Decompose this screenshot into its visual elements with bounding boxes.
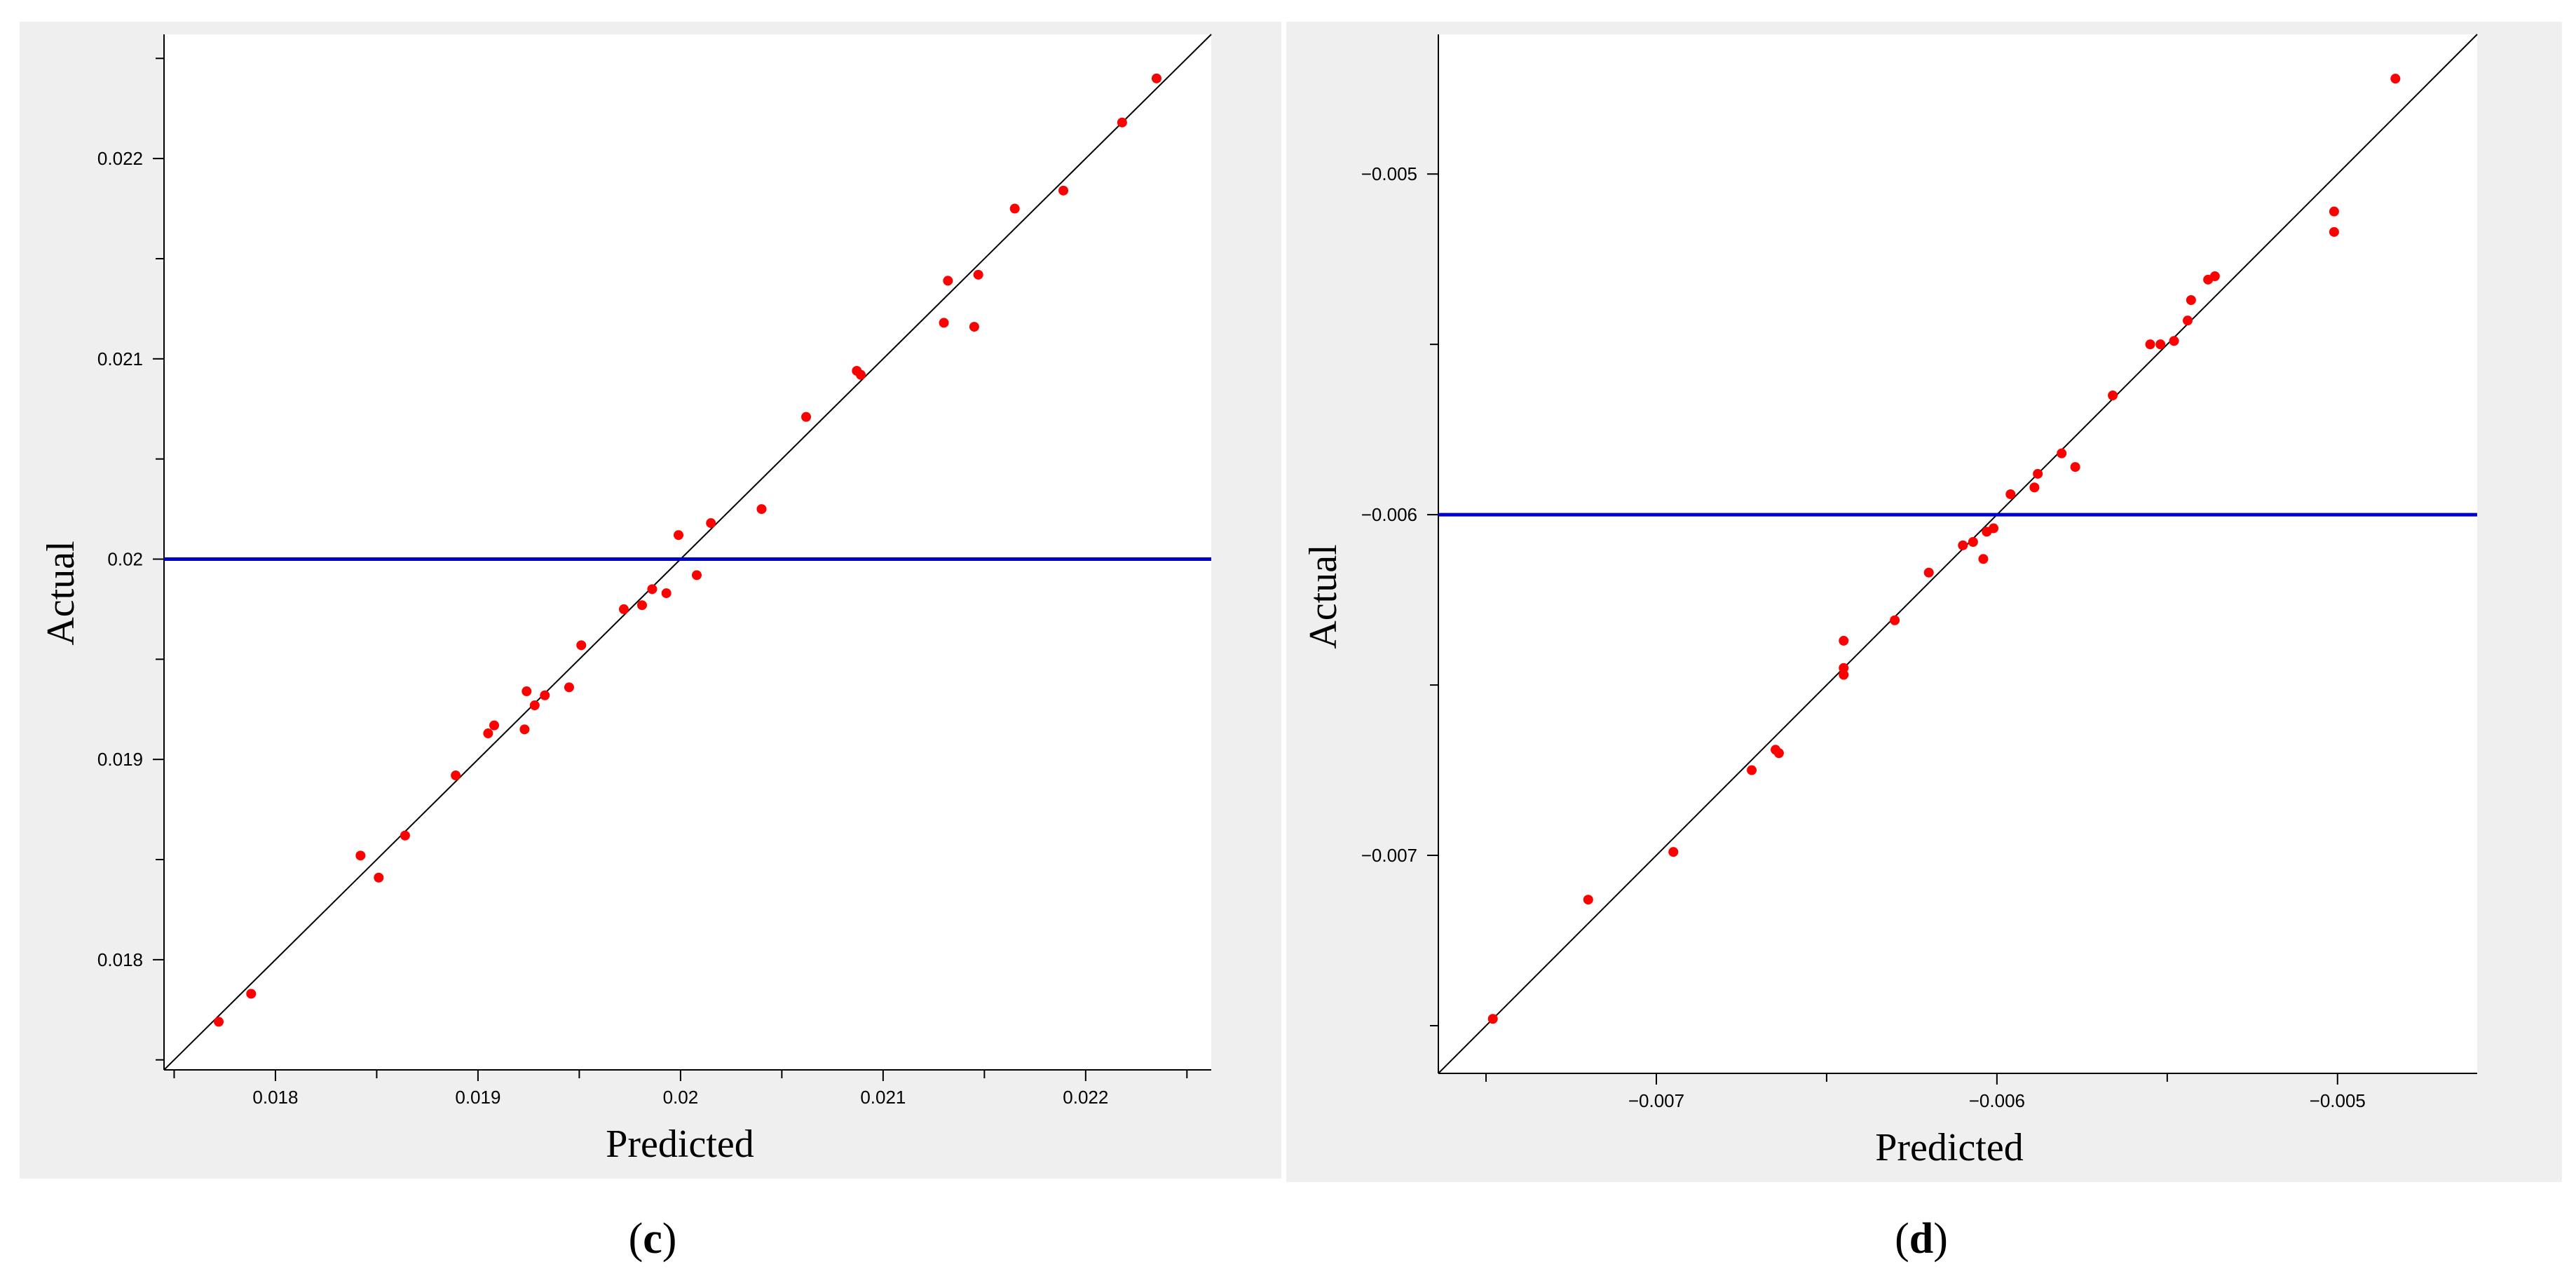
y-tick-label: 0.019 bbox=[97, 749, 143, 770]
data-point bbox=[1747, 765, 1757, 775]
data-point bbox=[661, 588, 672, 599]
y-tick-label: 0.02 bbox=[107, 548, 143, 569]
data-point bbox=[706, 518, 716, 529]
data-point bbox=[2169, 336, 2179, 346]
data-point bbox=[2186, 295, 2196, 306]
data-point bbox=[1151, 73, 1161, 83]
data-point bbox=[522, 686, 532, 697]
y-tick-label: 0.018 bbox=[97, 949, 143, 970]
y-tick-label: 0.021 bbox=[97, 348, 143, 369]
panel-c-axes: 0.018 0.019 0.02 0.021 0.022 0.018 0.019 0.02 0.… bbox=[97, 34, 1211, 1108]
data-point bbox=[756, 504, 767, 515]
x-tick-label: 0.019 bbox=[455, 1087, 500, 1108]
data-point bbox=[1968, 536, 1978, 547]
data-point bbox=[1117, 117, 1127, 128]
data-point bbox=[540, 690, 550, 700]
y-tick-label: −0.007 bbox=[1361, 845, 1417, 866]
x-tick-label: 0.021 bbox=[860, 1087, 906, 1108]
data-point bbox=[636, 600, 647, 611]
data-point bbox=[2182, 315, 2193, 326]
data-point bbox=[1839, 663, 1849, 673]
panel-c-ylabel: Actual bbox=[39, 541, 83, 645]
data-point bbox=[2005, 489, 2016, 499]
data-point bbox=[673, 530, 683, 541]
x-tick-label: 0.018 bbox=[252, 1087, 298, 1108]
panel-c-xlabel: Predicted bbox=[606, 1122, 754, 1166]
data-point bbox=[1978, 554, 1989, 564]
data-point bbox=[692, 570, 702, 581]
data-point bbox=[647, 584, 657, 595]
y-tick-label: −0.005 bbox=[1361, 163, 1417, 184]
data-point bbox=[1773, 748, 1784, 759]
panel-d-label: (d) bbox=[1895, 1215, 1948, 1263]
panel-c: 0.018 0.019 0.02 0.021 0.022 0.018 0.019 0.02 0.… bbox=[20, 22, 1281, 1263]
data-point bbox=[2057, 448, 2067, 459]
panel-c-marks bbox=[163, 34, 1212, 1071]
y-tick-label: −0.006 bbox=[1361, 504, 1417, 525]
panel-d-label-letter: d bbox=[1909, 1215, 1933, 1263]
x-tick-label: −0.005 bbox=[2310, 1090, 2366, 1111]
panel-d-xlabel: Predicted bbox=[1875, 1126, 2023, 1169]
panel-c-label-letter: c bbox=[643, 1215, 662, 1263]
data-point bbox=[214, 1017, 224, 1027]
data-point bbox=[451, 771, 461, 781]
panel-d-marks bbox=[1438, 34, 2478, 1074]
data-point bbox=[1989, 523, 1999, 534]
data-point bbox=[943, 276, 953, 286]
x-tick-label: −0.007 bbox=[1628, 1090, 1684, 1111]
data-point bbox=[1009, 203, 1020, 214]
data-point bbox=[2390, 74, 2401, 84]
data-point bbox=[355, 850, 366, 861]
data-point bbox=[483, 728, 493, 739]
data-point bbox=[2033, 468, 2043, 479]
x-tick-label: 0.022 bbox=[1063, 1087, 1108, 1108]
data-point bbox=[1890, 615, 1900, 625]
data-point bbox=[856, 369, 866, 380]
data-point bbox=[618, 604, 629, 614]
data-point bbox=[973, 269, 983, 280]
x-tick-label: −0.006 bbox=[1969, 1090, 2025, 1111]
data-point bbox=[969, 322, 979, 332]
data-point bbox=[246, 989, 257, 999]
panel-c-label: (c) bbox=[629, 1215, 677, 1263]
data-point bbox=[576, 640, 587, 651]
panel-d-axes: −0.007 −0.006 −0.005 −0.007 −0.006 −0.005 bbox=[1361, 34, 2477, 1111]
x-tick-label: 0.02 bbox=[663, 1087, 699, 1108]
panel-d: −0.007 −0.006 −0.005 −0.007 −0.006 −0.005 Pre… bbox=[1286, 22, 2562, 1263]
data-point bbox=[2108, 391, 2118, 401]
data-point bbox=[1583, 895, 1593, 905]
data-point bbox=[2329, 226, 2339, 237]
data-point bbox=[801, 412, 812, 422]
data-point bbox=[1923, 567, 1934, 578]
data-point bbox=[519, 724, 530, 735]
y-tick-label: 0.022 bbox=[97, 148, 143, 169]
data-point bbox=[564, 682, 574, 693]
panel-c-diagonal-line bbox=[163, 34, 1212, 1071]
data-point bbox=[2329, 206, 2339, 217]
data-point bbox=[400, 830, 410, 841]
data-point bbox=[1058, 185, 1069, 196]
data-point bbox=[2155, 339, 2166, 350]
data-point bbox=[1668, 847, 1679, 857]
data-point bbox=[939, 318, 949, 328]
panel-d-diagonal-line bbox=[1438, 34, 2478, 1074]
data-point bbox=[2070, 462, 2080, 473]
data-point bbox=[489, 720, 500, 731]
data-point bbox=[2029, 482, 2040, 493]
data-point bbox=[374, 872, 384, 883]
data-point bbox=[1487, 1014, 1498, 1024]
data-point bbox=[2145, 339, 2155, 350]
data-point bbox=[529, 700, 540, 711]
panel-d-ylabel: Actual bbox=[1302, 544, 1345, 649]
data-point bbox=[1839, 670, 1849, 680]
data-point bbox=[1958, 540, 1968, 550]
data-point bbox=[2209, 271, 2220, 281]
data-point bbox=[1839, 635, 1849, 646]
